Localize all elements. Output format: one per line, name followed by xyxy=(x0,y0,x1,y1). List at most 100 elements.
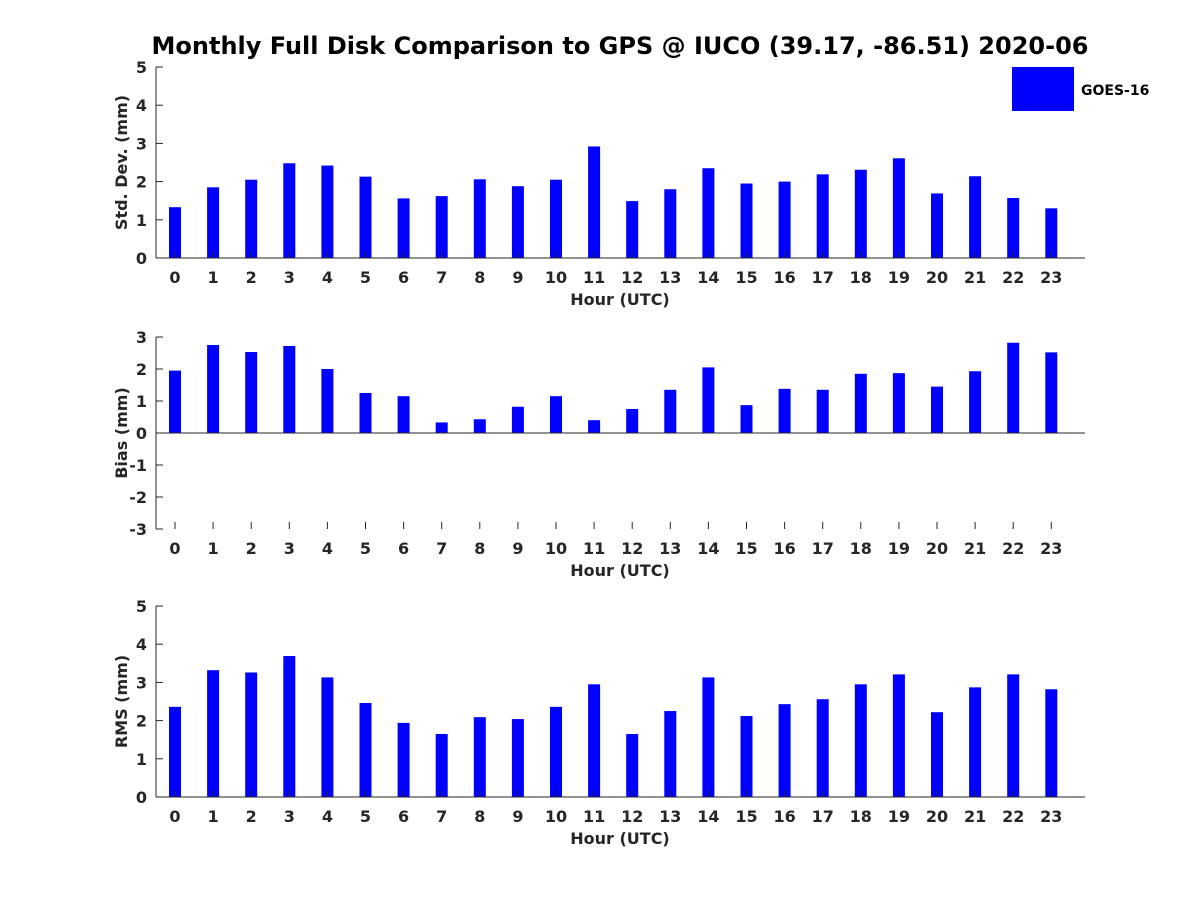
x-tick-label: 1 xyxy=(208,268,219,287)
bar-bias-hour-8 xyxy=(473,419,486,433)
x-tick-label: 10 xyxy=(545,807,567,826)
y-tick-label: 3 xyxy=(136,328,147,347)
y-tick-label: 2 xyxy=(136,712,147,731)
bar-bias-hour-19 xyxy=(892,373,905,433)
bar-std-dev-hour-12 xyxy=(626,201,639,258)
x-tick-label: 22 xyxy=(1002,807,1024,826)
bar-bias-hour-15 xyxy=(740,405,753,433)
x-tick-label: 11 xyxy=(583,268,605,287)
y-tick-label: 4 xyxy=(136,96,147,115)
x-tick-label: 20 xyxy=(926,539,948,558)
x-tick-label: 4 xyxy=(322,539,333,558)
bar-std-dev-hour-13 xyxy=(664,189,677,258)
x-tick-label: 23 xyxy=(1040,539,1062,558)
y-axis-label: Std. Dev. (mm) xyxy=(112,95,131,230)
bar-std-dev-hour-18 xyxy=(854,169,867,258)
x-tick-label: 21 xyxy=(964,807,986,826)
x-tick-label: 23 xyxy=(1040,807,1062,826)
x-tick-label: 10 xyxy=(545,539,567,558)
bar-bias-hour-9 xyxy=(511,406,524,433)
bar-bias-hour-13 xyxy=(664,389,677,433)
bar-bias-hour-3 xyxy=(283,345,296,433)
bar-rms-hour-20 xyxy=(931,712,943,797)
y-tick-label: 4 xyxy=(136,635,147,654)
y-tick-label: 0 xyxy=(136,249,147,268)
x-tick-label: 16 xyxy=(773,807,795,826)
bar-rms-hour-5 xyxy=(359,703,372,797)
x-tick-label: 5 xyxy=(360,268,371,287)
y-tick-label: 1 xyxy=(136,392,147,411)
bar-rms-hour-18 xyxy=(854,684,867,797)
x-tick-label: 16 xyxy=(773,539,795,558)
bar-bias-hour-12 xyxy=(626,409,639,433)
y-axis-label: RMS (mm) xyxy=(112,655,131,748)
x-tick-label: 15 xyxy=(735,807,757,826)
bar-rms-hour-12 xyxy=(626,733,639,797)
bar-rms-hour-23 xyxy=(1045,689,1058,797)
bar-std-dev-hour-1 xyxy=(207,187,220,258)
bar-bias-hour-11 xyxy=(588,420,601,433)
x-tick-label: 11 xyxy=(583,539,605,558)
x-tick-label: 1 xyxy=(208,539,219,558)
y-tick-label: 1 xyxy=(136,750,147,769)
x-tick-label: 3 xyxy=(284,539,295,558)
x-tick-label: 20 xyxy=(926,268,948,287)
x-tick-label: 19 xyxy=(888,807,910,826)
x-tick-label: 8 xyxy=(474,807,485,826)
x-tick-label: 11 xyxy=(583,807,605,826)
bar-bias-hour-0 xyxy=(169,370,181,433)
y-tick-label: -1 xyxy=(129,456,147,475)
x-tick-label: 13 xyxy=(659,539,681,558)
bar-bias-hour-4 xyxy=(321,369,334,433)
bar-std-dev-hour-4 xyxy=(321,165,334,258)
y-tick-label: -2 xyxy=(129,488,147,507)
bar-std-dev-hour-16 xyxy=(778,181,791,258)
x-tick-label: 7 xyxy=(436,539,447,558)
x-tick-label: 18 xyxy=(850,539,872,558)
bar-bias-hour-5 xyxy=(359,393,372,433)
bar-rms-hour-2 xyxy=(245,672,258,797)
bar-std-dev-hour-19 xyxy=(892,158,905,258)
y-tick-label: -3 xyxy=(129,520,147,539)
y-tick-label: 2 xyxy=(136,173,147,192)
bar-std-dev-hour-8 xyxy=(473,179,486,258)
bar-std-dev-hour-11 xyxy=(588,146,601,258)
bar-bias-hour-21 xyxy=(969,371,982,433)
bar-std-dev-hour-23 xyxy=(1045,208,1058,258)
bar-bias-hour-14 xyxy=(702,367,715,433)
x-tick-label: 6 xyxy=(398,268,409,287)
x-tick-label: 7 xyxy=(436,268,447,287)
x-tick-label: 5 xyxy=(360,807,371,826)
bar-rms-hour-9 xyxy=(511,719,524,797)
x-tick-label: 9 xyxy=(512,268,523,287)
x-tick-label: 22 xyxy=(1002,268,1024,287)
bar-bias-hour-18 xyxy=(854,373,867,433)
x-tick-label: 0 xyxy=(169,268,180,287)
x-tick-label: 6 xyxy=(398,539,409,558)
x-tick-label: 9 xyxy=(512,807,523,826)
x-tick-label: 14 xyxy=(697,539,719,558)
x-tick-label: 12 xyxy=(621,807,643,826)
bar-rms-hour-1 xyxy=(207,670,220,797)
bar-std-dev-hour-22 xyxy=(1007,198,1020,258)
x-tick-label: 14 xyxy=(697,268,719,287)
bar-std-dev-hour-6 xyxy=(397,198,410,258)
x-tick-label: 19 xyxy=(888,539,910,558)
bar-rms-hour-22 xyxy=(1007,674,1020,797)
x-axis-label: Hour (UTC) xyxy=(570,561,670,580)
x-tick-label: 15 xyxy=(735,539,757,558)
bar-rms-hour-15 xyxy=(740,716,753,797)
bar-std-dev-hour-17 xyxy=(816,174,829,258)
x-tick-label: 9 xyxy=(512,539,523,558)
bar-rms-hour-0 xyxy=(169,706,181,797)
x-tick-label: 6 xyxy=(398,807,409,826)
bar-std-dev-hour-2 xyxy=(245,179,258,258)
x-tick-label: 18 xyxy=(850,807,872,826)
bar-rms-hour-3 xyxy=(283,656,296,797)
bar-rms-hour-7 xyxy=(435,733,448,797)
x-tick-label: 5 xyxy=(360,539,371,558)
bar-std-dev-hour-10 xyxy=(550,179,562,258)
